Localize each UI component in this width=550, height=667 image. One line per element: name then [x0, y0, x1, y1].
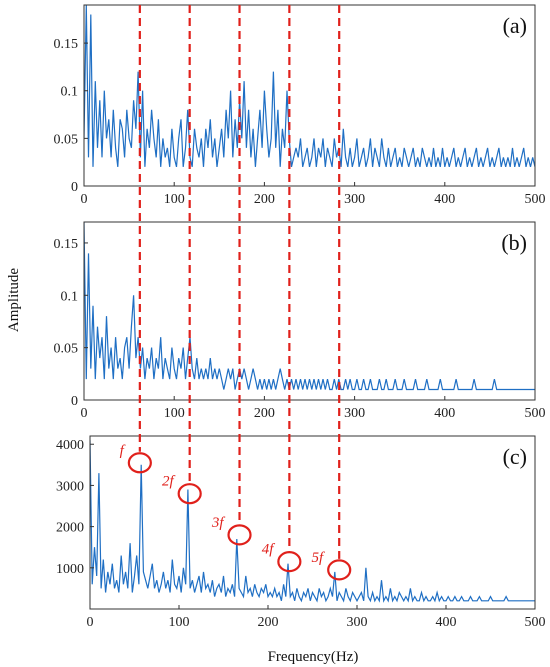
y-tick-label: 0.1	[61, 85, 79, 100]
y-tick-label: 0.05	[54, 342, 79, 357]
harmonic-label: 2f	[162, 474, 176, 490]
harmonic-label: 5f	[312, 550, 326, 566]
x-tick-label: 100	[169, 615, 190, 630]
harmonic-circle	[127, 452, 152, 474]
panel-0: 0 100 200 300 400 500 0 0.05 0.1 0.15 (a)	[54, 4, 546, 207]
y-tick-label: 0.05	[54, 132, 79, 147]
y-tick-label: 0.15	[54, 37, 79, 52]
x-tick-label: 400	[434, 192, 455, 207]
panel-1: 0 100 200 300 400 500 0 0.05 0.1 0.15 (b)	[54, 221, 546, 421]
y-axis-label: Amplitude	[6, 268, 22, 333]
x-tick-label: 200	[254, 192, 275, 207]
x-tick-label: 0	[81, 192, 88, 207]
y-tick-label: 1000	[56, 562, 84, 577]
x-tick-label: 300	[347, 615, 368, 630]
harmonic-circle	[327, 559, 352, 581]
panel-label: (b)	[501, 230, 527, 255]
harmonic-circle	[277, 551, 302, 573]
series-line	[84, 222, 535, 391]
series-line	[90, 440, 535, 603]
x-tick-label: 0	[81, 406, 88, 421]
x-tick-label: 400	[434, 406, 455, 421]
harmonic-label: f	[120, 443, 126, 459]
harmonic-label: 4f	[262, 542, 276, 558]
plot-frame	[83, 221, 536, 401]
y-tick-label: 0	[71, 180, 78, 195]
harmonic-overlay: f 2f 3f 4f 5f	[120, 5, 352, 581]
x-tick-label: 200	[258, 615, 279, 630]
y-tick-label: 0.1	[61, 289, 79, 304]
x-tick-label: 500	[525, 192, 546, 207]
harmonic-circle	[227, 524, 252, 546]
y-tick-label: 2000	[56, 521, 84, 536]
panels: 0 100 200 300 400 500 0 0.05 0.1 0.15 (a) 0 100 200 30…	[54, 4, 546, 630]
x-tick-label: 200	[254, 406, 275, 421]
y-tick-label: 0	[71, 394, 78, 409]
x-tick-label: 500	[525, 406, 546, 421]
panel-label: (a)	[503, 13, 527, 38]
y-tick-label: 3000	[56, 479, 84, 494]
plot-frame	[89, 435, 536, 610]
harmonic-circle	[177, 483, 202, 505]
plot-frame	[83, 4, 536, 187]
x-tick-label: 0	[87, 615, 94, 630]
y-tick-label: 0.15	[54, 237, 79, 252]
panel-2: 0 100 200 300 400 500 1000 2000 3000 4000 (c)	[56, 435, 546, 630]
x-tick-label: 100	[164, 192, 185, 207]
panel-label: (c)	[503, 444, 527, 469]
x-tick-label: 300	[344, 406, 365, 421]
x-tick-label: 400	[436, 615, 457, 630]
x-tick-label: 300	[344, 192, 365, 207]
x-axis-label: Frequency(Hz)	[268, 649, 359, 665]
harmonic-label: 3f	[211, 515, 226, 531]
x-tick-label: 100	[164, 406, 185, 421]
y-tick-label: 4000	[56, 438, 84, 453]
series-line	[84, 5, 535, 168]
x-tick-label: 500	[525, 615, 546, 630]
